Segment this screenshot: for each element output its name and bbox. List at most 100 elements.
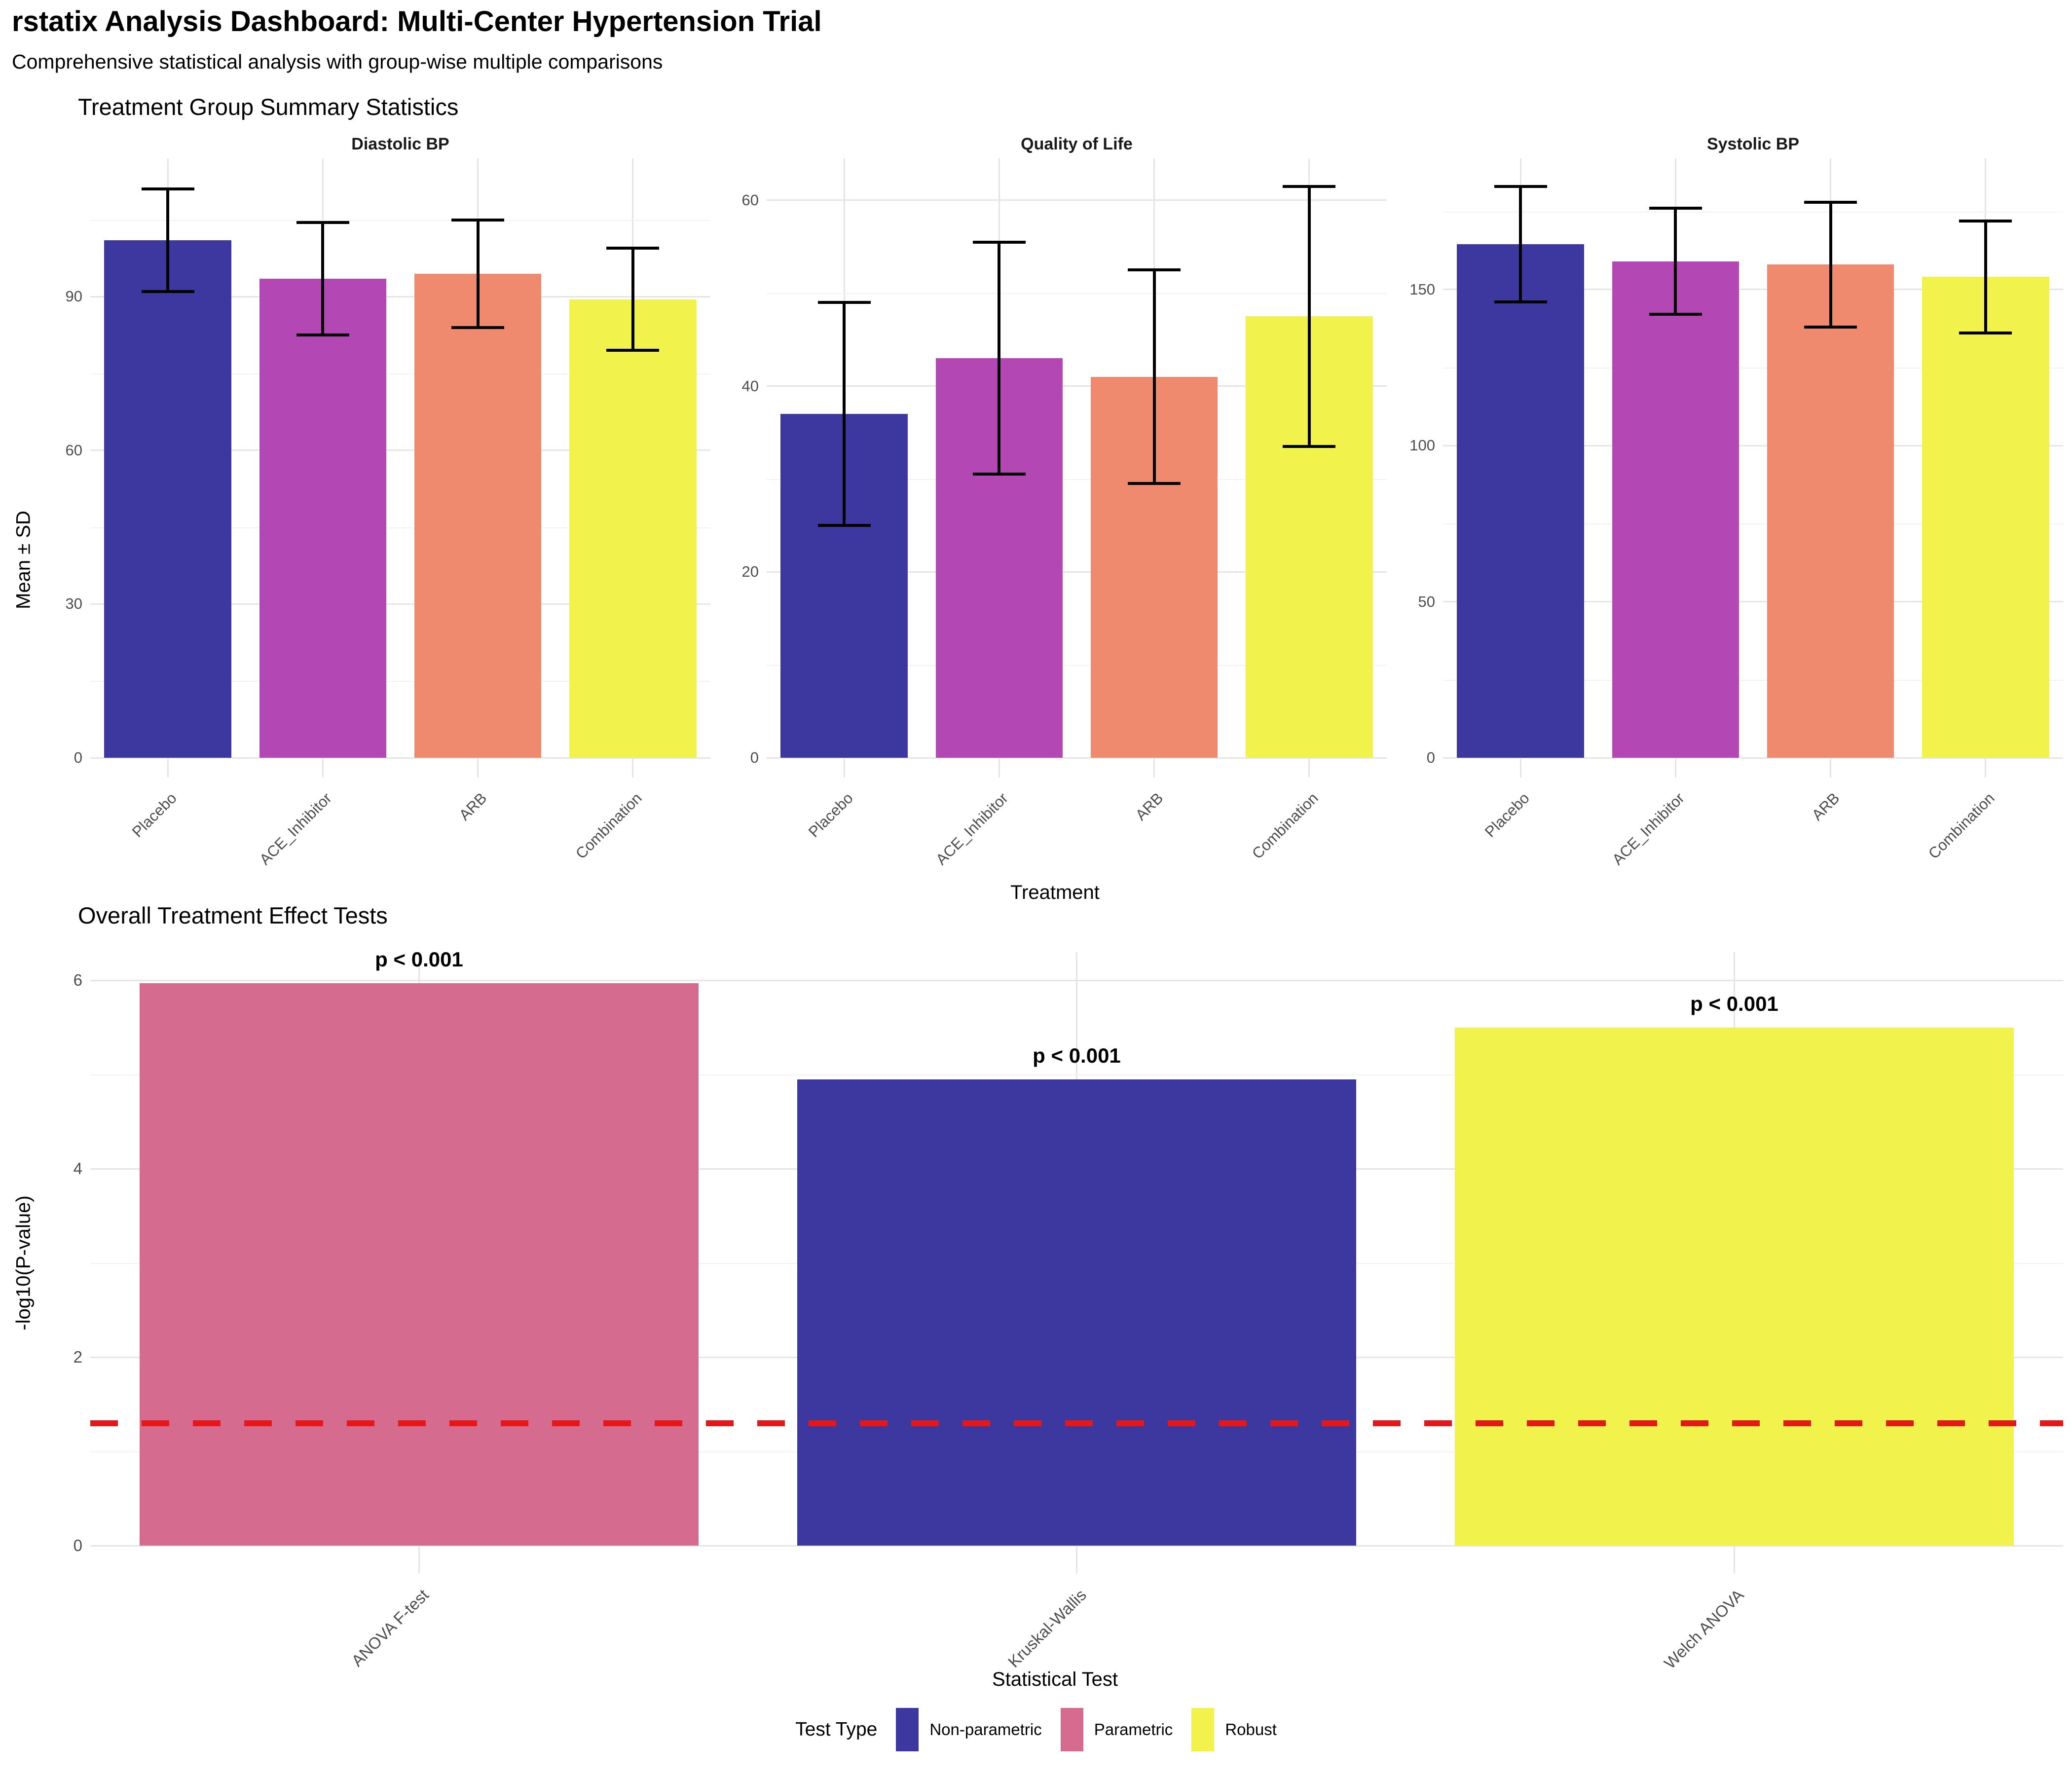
x-tick-label: Welch ANOVA: [1660, 1586, 1747, 1672]
p-value-label: p < 0.001: [375, 952, 463, 971]
y-tick-label: 60: [741, 191, 759, 209]
tests-panel: p < 0.001 p < 0.001 p < 0.001: [90, 952, 2063, 1574]
legend-swatch-icon: [896, 1708, 919, 1751]
x-tick-label: Combination: [1248, 789, 1322, 862]
error-bar-stem: [476, 220, 480, 328]
summary-statistics-chart: Treatment Group Summary Statistics Mean …: [0, 86, 2072, 910]
facet-row: Diastolic BP 0 30 60 90 Placebo ACE_Inhibito…: [47, 130, 2063, 893]
y-tick-label: 0: [74, 749, 82, 766]
facet-panel: [767, 158, 1387, 777]
gridline-major: [1443, 757, 2063, 759]
error-bar-cap: [296, 333, 349, 337]
gridline-minor: [90, 1074, 2063, 1076]
bar-arb: [414, 273, 542, 758]
error-bar-cap: [817, 524, 871, 527]
error-bar-stem: [166, 189, 170, 292]
x-tick-label: ARB: [1132, 789, 1167, 824]
error-bar-stem: [1984, 221, 1987, 333]
y-axis-ticks: 0 2 4 6: [47, 952, 90, 1574]
bar-arb: [1767, 264, 1894, 758]
error-bar-cap: [141, 290, 194, 293]
y-tick-label: 6: [73, 971, 82, 990]
legend-label: Non-parametric: [929, 1720, 1042, 1739]
error-bar-cap: [1494, 185, 1547, 188]
error-bar-cap: [606, 246, 660, 250]
error-bar-cap: [1649, 207, 1702, 210]
facet-panel: [90, 158, 710, 777]
legend-title: Test Type: [795, 1719, 878, 1740]
x-tick-label: ACE_Inhibitor: [1609, 789, 1688, 869]
summary-chart-title: Treatment Group Summary Statistics: [78, 94, 459, 120]
x-axis-ticks: Placebo ACE_Inhibitor ARB Combination: [90, 777, 710, 893]
x-tick-label: Combination: [572, 789, 645, 862]
error-bar-stem: [998, 242, 1001, 475]
legend-label: Parametric: [1094, 1720, 1173, 1739]
summary-x-axis-title: Treatment: [1010, 882, 1100, 903]
gridline-major: [767, 571, 1387, 573]
gridline-minor: [90, 373, 710, 375]
tests-panel-row: 0 2 4 6 p < 0.001 p < 0.001 p < 0.001: [47, 952, 2063, 1574]
legend-swatch-icon: [1191, 1708, 1215, 1751]
legend-entry-non-parametric: Non-parametric: [896, 1708, 1042, 1751]
facet-strip-label: Quality of Life: [1021, 134, 1133, 153]
error-bar-cap: [1804, 325, 1857, 329]
gridline-major: [90, 603, 710, 605]
facet-panel: [1443, 158, 2063, 777]
tests-chart-body: 0 2 4 6 p < 0.001 p < 0.001 p < 0.001 ANOVA F…: [47, 952, 2063, 1672]
gridline-major: [1443, 601, 2063, 603]
y-tick-label: 0: [1426, 749, 1435, 766]
legend-entry-robust: Robust: [1191, 1708, 1277, 1751]
error-bar-cap: [141, 187, 194, 191]
gridline-major: [767, 757, 1387, 759]
gridline-minor: [767, 293, 1387, 295]
error-bar-cap: [817, 300, 871, 304]
x-axis-ticks: ANOVA F-test Kruskal-Wallis Welch ANOVA: [90, 1574, 2063, 1672]
overall-tests-chart: Overall Treatment Effect Tests -log10(P-…: [0, 888, 2072, 1776]
tests-chart-title: Overall Treatment Effect Tests: [78, 902, 388, 928]
bar-combination: [569, 299, 697, 758]
error-bar-cap: [1649, 313, 1702, 316]
gridline-major: [90, 449, 710, 451]
x-axis-ticks: Placebo ACE_Inhibitor ARB Combination: [1443, 777, 2063, 893]
y-axis-ticks: 0 50 100 150: [1400, 158, 1443, 777]
error-bar-cap: [1128, 482, 1181, 485]
legend-swatch-icon: [1060, 1708, 1083, 1751]
error-bar-cap: [1283, 444, 1336, 448]
y-tick-label: 2: [73, 1348, 82, 1367]
x-axis-ticks: Placebo ACE_Inhibitor ARB Combination: [767, 777, 1387, 893]
gridline-minor: [1443, 367, 2063, 369]
facet-diastolic-bp: Diastolic BP 0 30 60 90 Placebo ACE_Inhibito…: [47, 130, 710, 893]
gridline-major: [90, 296, 710, 297]
p-value-label: p < 0.001: [1690, 992, 1778, 1015]
gridline-major: [767, 385, 1387, 387]
test-type-legend: Test Type Non-parametric Parametric Robu…: [0, 1708, 2072, 1751]
error-bar-stem: [321, 222, 325, 335]
y-tick-label: 60: [65, 441, 82, 459]
gridline-minor: [767, 479, 1387, 480]
tests-y-axis-title: -log10(P-value): [12, 1195, 35, 1331]
facet-strip-label: Systolic BP: [1706, 134, 1800, 153]
tests-x-axis-title: Statistical Test: [992, 1668, 1118, 1690]
gridline-major: [90, 979, 2063, 981]
error-bar-stem: [1152, 270, 1156, 484]
error-bar-cap: [451, 326, 505, 329]
legend-entry-parametric: Parametric: [1060, 1708, 1173, 1751]
y-tick-label: 4: [73, 1159, 82, 1178]
error-bar-cap: [1128, 268, 1181, 272]
facet-body: 0 20 40 60: [723, 158, 1387, 777]
bar-ace-inhibitor: [1612, 261, 1739, 758]
bar-placebo: [1457, 244, 1584, 758]
y-tick-label: 0: [750, 749, 759, 766]
error-bar-stem: [1674, 208, 1677, 315]
y-axis-ticks: 0 20 40 60: [723, 158, 767, 777]
gridline-major: [1443, 289, 2063, 291]
error-bar-cap: [296, 221, 349, 224]
error-bar-cap: [972, 473, 1026, 476]
bar-combination: [1922, 277, 2049, 758]
x-tick-label: Placebo: [128, 789, 180, 841]
error-bar-cap: [1804, 200, 1857, 204]
y-axis-ticks: 0 30 60 90: [47, 158, 90, 777]
p-value-label: p < 0.001: [1033, 1043, 1121, 1067]
bar-kruskal-wallis: [797, 1079, 1357, 1546]
